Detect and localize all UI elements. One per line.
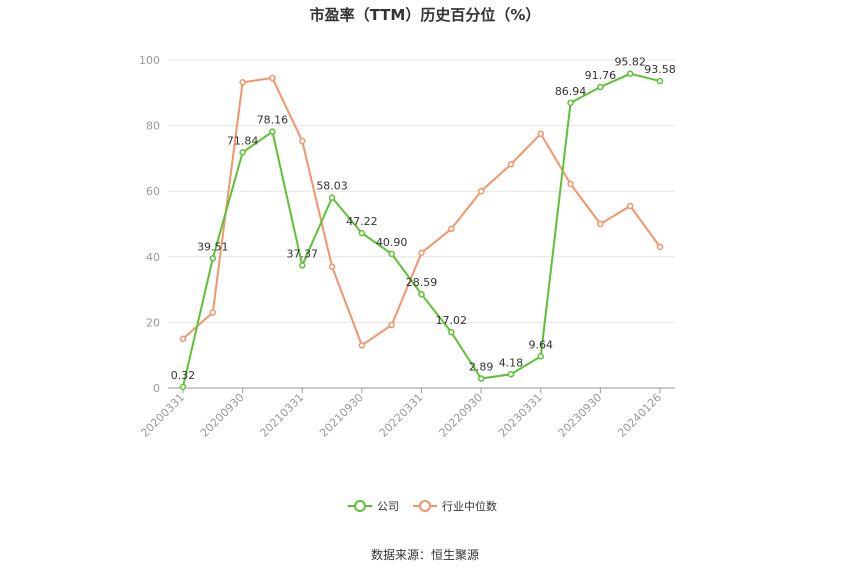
industry-median-point xyxy=(477,187,485,195)
data-label: 86.94 xyxy=(555,85,587,98)
company-point xyxy=(507,371,515,378)
data-label: 39.51 xyxy=(197,240,229,253)
x-tick-label: 20210930 xyxy=(317,391,366,440)
y-tick-labels: 0 20 40 60 80 100 xyxy=(139,54,160,395)
x-tick-label: 20240126 xyxy=(615,391,664,440)
data-label: 78.16 xyxy=(257,114,289,127)
industry-median-point xyxy=(388,321,395,329)
data-label: 95.82 xyxy=(614,56,646,69)
industry-median-point xyxy=(328,263,336,270)
source-note: 数据来源：恒生聚源 xyxy=(371,547,479,562)
data-label: 28.59 xyxy=(406,276,438,289)
x-axis: 20200331 20200930 20210331 20210930 20220331… xyxy=(138,387,675,440)
legend-marker xyxy=(419,500,431,512)
x-tick-label: 20220930 xyxy=(436,391,485,440)
industry-median-point xyxy=(626,202,634,210)
y-tick-label: 100 xyxy=(139,54,160,67)
industry-median-point xyxy=(358,342,366,349)
y-tick-label: 60 xyxy=(146,185,160,198)
data-label: 91.76 xyxy=(585,69,617,82)
industry-median-point xyxy=(537,130,544,138)
company-point xyxy=(537,353,544,360)
company-point xyxy=(418,290,425,298)
y-tick-label: 0 xyxy=(153,382,160,395)
company-point xyxy=(597,83,604,91)
industry-median-point xyxy=(597,220,604,228)
company-point xyxy=(299,262,306,269)
company-point xyxy=(328,194,336,201)
industry-median-point xyxy=(299,137,306,145)
legend-item-industry-median[interactable]: 行业中位数 xyxy=(413,499,497,513)
data-label: 47.22 xyxy=(346,215,378,228)
x-tick-label: 20230331 xyxy=(496,391,545,440)
data-label: 4.18 xyxy=(499,356,524,369)
industry-median-point xyxy=(567,180,574,188)
series-group xyxy=(179,70,664,391)
industry-median-point xyxy=(448,225,455,233)
legend-label: 公司 xyxy=(377,500,399,513)
chart-title: 市盈率（TTM）历史百分位（%） xyxy=(310,6,541,24)
y-tick-label: 80 xyxy=(146,120,160,133)
legend-label: 行业中位数 xyxy=(442,499,497,513)
legend-marker xyxy=(354,500,366,512)
company-point xyxy=(448,328,455,336)
company-point xyxy=(477,375,485,382)
x-tick-label: 20210331 xyxy=(258,391,307,440)
legend[interactable]: 公司 行业中位数 xyxy=(348,499,497,513)
industry-median-point xyxy=(209,309,217,316)
company-point xyxy=(179,383,187,391)
company-point xyxy=(388,250,395,258)
industry-median-point xyxy=(418,249,425,257)
company-point xyxy=(239,149,246,156)
data-label: 2.89 xyxy=(469,361,494,374)
industry-median-point xyxy=(269,74,276,82)
company-point xyxy=(269,128,276,135)
data-labels: 0.32 39.51 71.84 78.16 37.37 58.03 47.22 40.90 2… xyxy=(171,56,676,382)
x-tick-label: 20200930 xyxy=(198,391,247,440)
company-point xyxy=(209,255,217,262)
data-label: 93.58 xyxy=(644,63,676,76)
x-tick-label: 20220331 xyxy=(377,391,426,440)
data-label: 37.37 xyxy=(287,247,319,260)
data-label: 9.64 xyxy=(529,338,554,351)
data-label: 17.02 xyxy=(436,314,468,327)
company-point xyxy=(358,229,366,237)
data-label: 40.90 xyxy=(376,236,408,249)
company-point xyxy=(626,70,634,77)
legend-item-company[interactable]: 公司 xyxy=(348,500,399,513)
company-point xyxy=(567,99,574,107)
x-tick-label: 20230930 xyxy=(556,391,605,440)
company-series-line xyxy=(182,72,661,388)
industry-median-point xyxy=(656,243,664,251)
data-label: 0.32 xyxy=(171,369,196,382)
y-tick-label: 40 xyxy=(146,251,160,264)
industry-median-point xyxy=(179,335,187,343)
company-point xyxy=(656,77,664,85)
y-tick-label: 20 xyxy=(146,316,160,329)
data-label: 71.84 xyxy=(227,134,259,147)
industry-median-point xyxy=(507,161,515,168)
industry-median-point xyxy=(239,79,246,86)
grid xyxy=(168,59,675,323)
x-tick-label: 20200331 xyxy=(138,391,187,440)
industry-median-series-line xyxy=(182,77,661,347)
data-label: 58.03 xyxy=(316,180,348,193)
